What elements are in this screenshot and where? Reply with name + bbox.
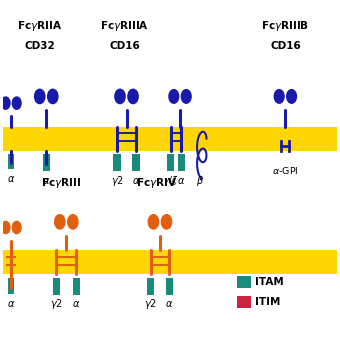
Text: $\alpha$: $\alpha$ [72,300,81,309]
Text: Fc$\gamma$RIIA: Fc$\gamma$RIIA [17,19,62,33]
Ellipse shape [287,90,296,103]
Text: CD32: CD32 [24,41,55,51]
FancyBboxPatch shape [167,154,174,171]
Text: ITIM: ITIM [255,297,280,307]
Text: $\gamma/\zeta$: $\gamma/\zeta$ [163,174,178,187]
Ellipse shape [35,89,45,103]
Text: $\gamma$2: $\gamma$2 [144,298,157,311]
FancyBboxPatch shape [166,278,173,295]
Text: Fc$\gamma$RIII: Fc$\gamma$RIII [41,176,81,190]
FancyBboxPatch shape [114,154,121,171]
Ellipse shape [1,97,10,109]
Ellipse shape [149,215,158,229]
Text: $\alpha$: $\alpha$ [7,174,15,184]
Text: $\alpha$-GPI: $\alpha$-GPI [272,165,299,175]
Text: $\beta$: $\beta$ [196,174,204,188]
FancyBboxPatch shape [3,126,337,151]
FancyBboxPatch shape [147,278,154,295]
Text: Fc$\gamma$RIV: Fc$\gamma$RIV [136,176,177,190]
Ellipse shape [182,90,191,103]
FancyBboxPatch shape [178,154,185,171]
Text: Fc$\gamma$RIIIA: Fc$\gamma$RIIIA [100,19,149,33]
Text: $\alpha$: $\alpha$ [177,176,186,186]
Ellipse shape [162,215,171,229]
FancyBboxPatch shape [42,154,50,171]
Text: CD16: CD16 [270,41,301,51]
Text: $\alpha$: $\alpha$ [165,300,173,309]
Ellipse shape [274,90,284,103]
Text: CD16: CD16 [109,41,140,51]
FancyBboxPatch shape [73,278,80,295]
FancyBboxPatch shape [132,154,139,171]
Text: $\alpha$: $\alpha$ [132,176,140,186]
Ellipse shape [48,89,58,103]
Ellipse shape [1,222,10,234]
Text: $\gamma$2: $\gamma$2 [110,174,124,188]
Text: Fc$\gamma$RIIIB: Fc$\gamma$RIIIB [261,19,309,33]
Text: $\alpha$: $\alpha$ [42,176,50,186]
FancyBboxPatch shape [237,276,251,288]
FancyBboxPatch shape [53,278,60,295]
FancyBboxPatch shape [237,296,251,308]
FancyBboxPatch shape [8,154,14,169]
Ellipse shape [13,222,21,234]
Ellipse shape [55,215,65,229]
Text: $\gamma$2: $\gamma$2 [50,298,63,311]
Ellipse shape [115,89,125,103]
FancyBboxPatch shape [3,250,337,274]
Text: ITAM: ITAM [255,277,284,287]
Text: $\alpha$: $\alpha$ [7,299,15,309]
Ellipse shape [68,215,78,229]
Ellipse shape [128,89,138,103]
Ellipse shape [169,90,178,103]
Ellipse shape [13,97,21,109]
FancyBboxPatch shape [8,278,14,294]
